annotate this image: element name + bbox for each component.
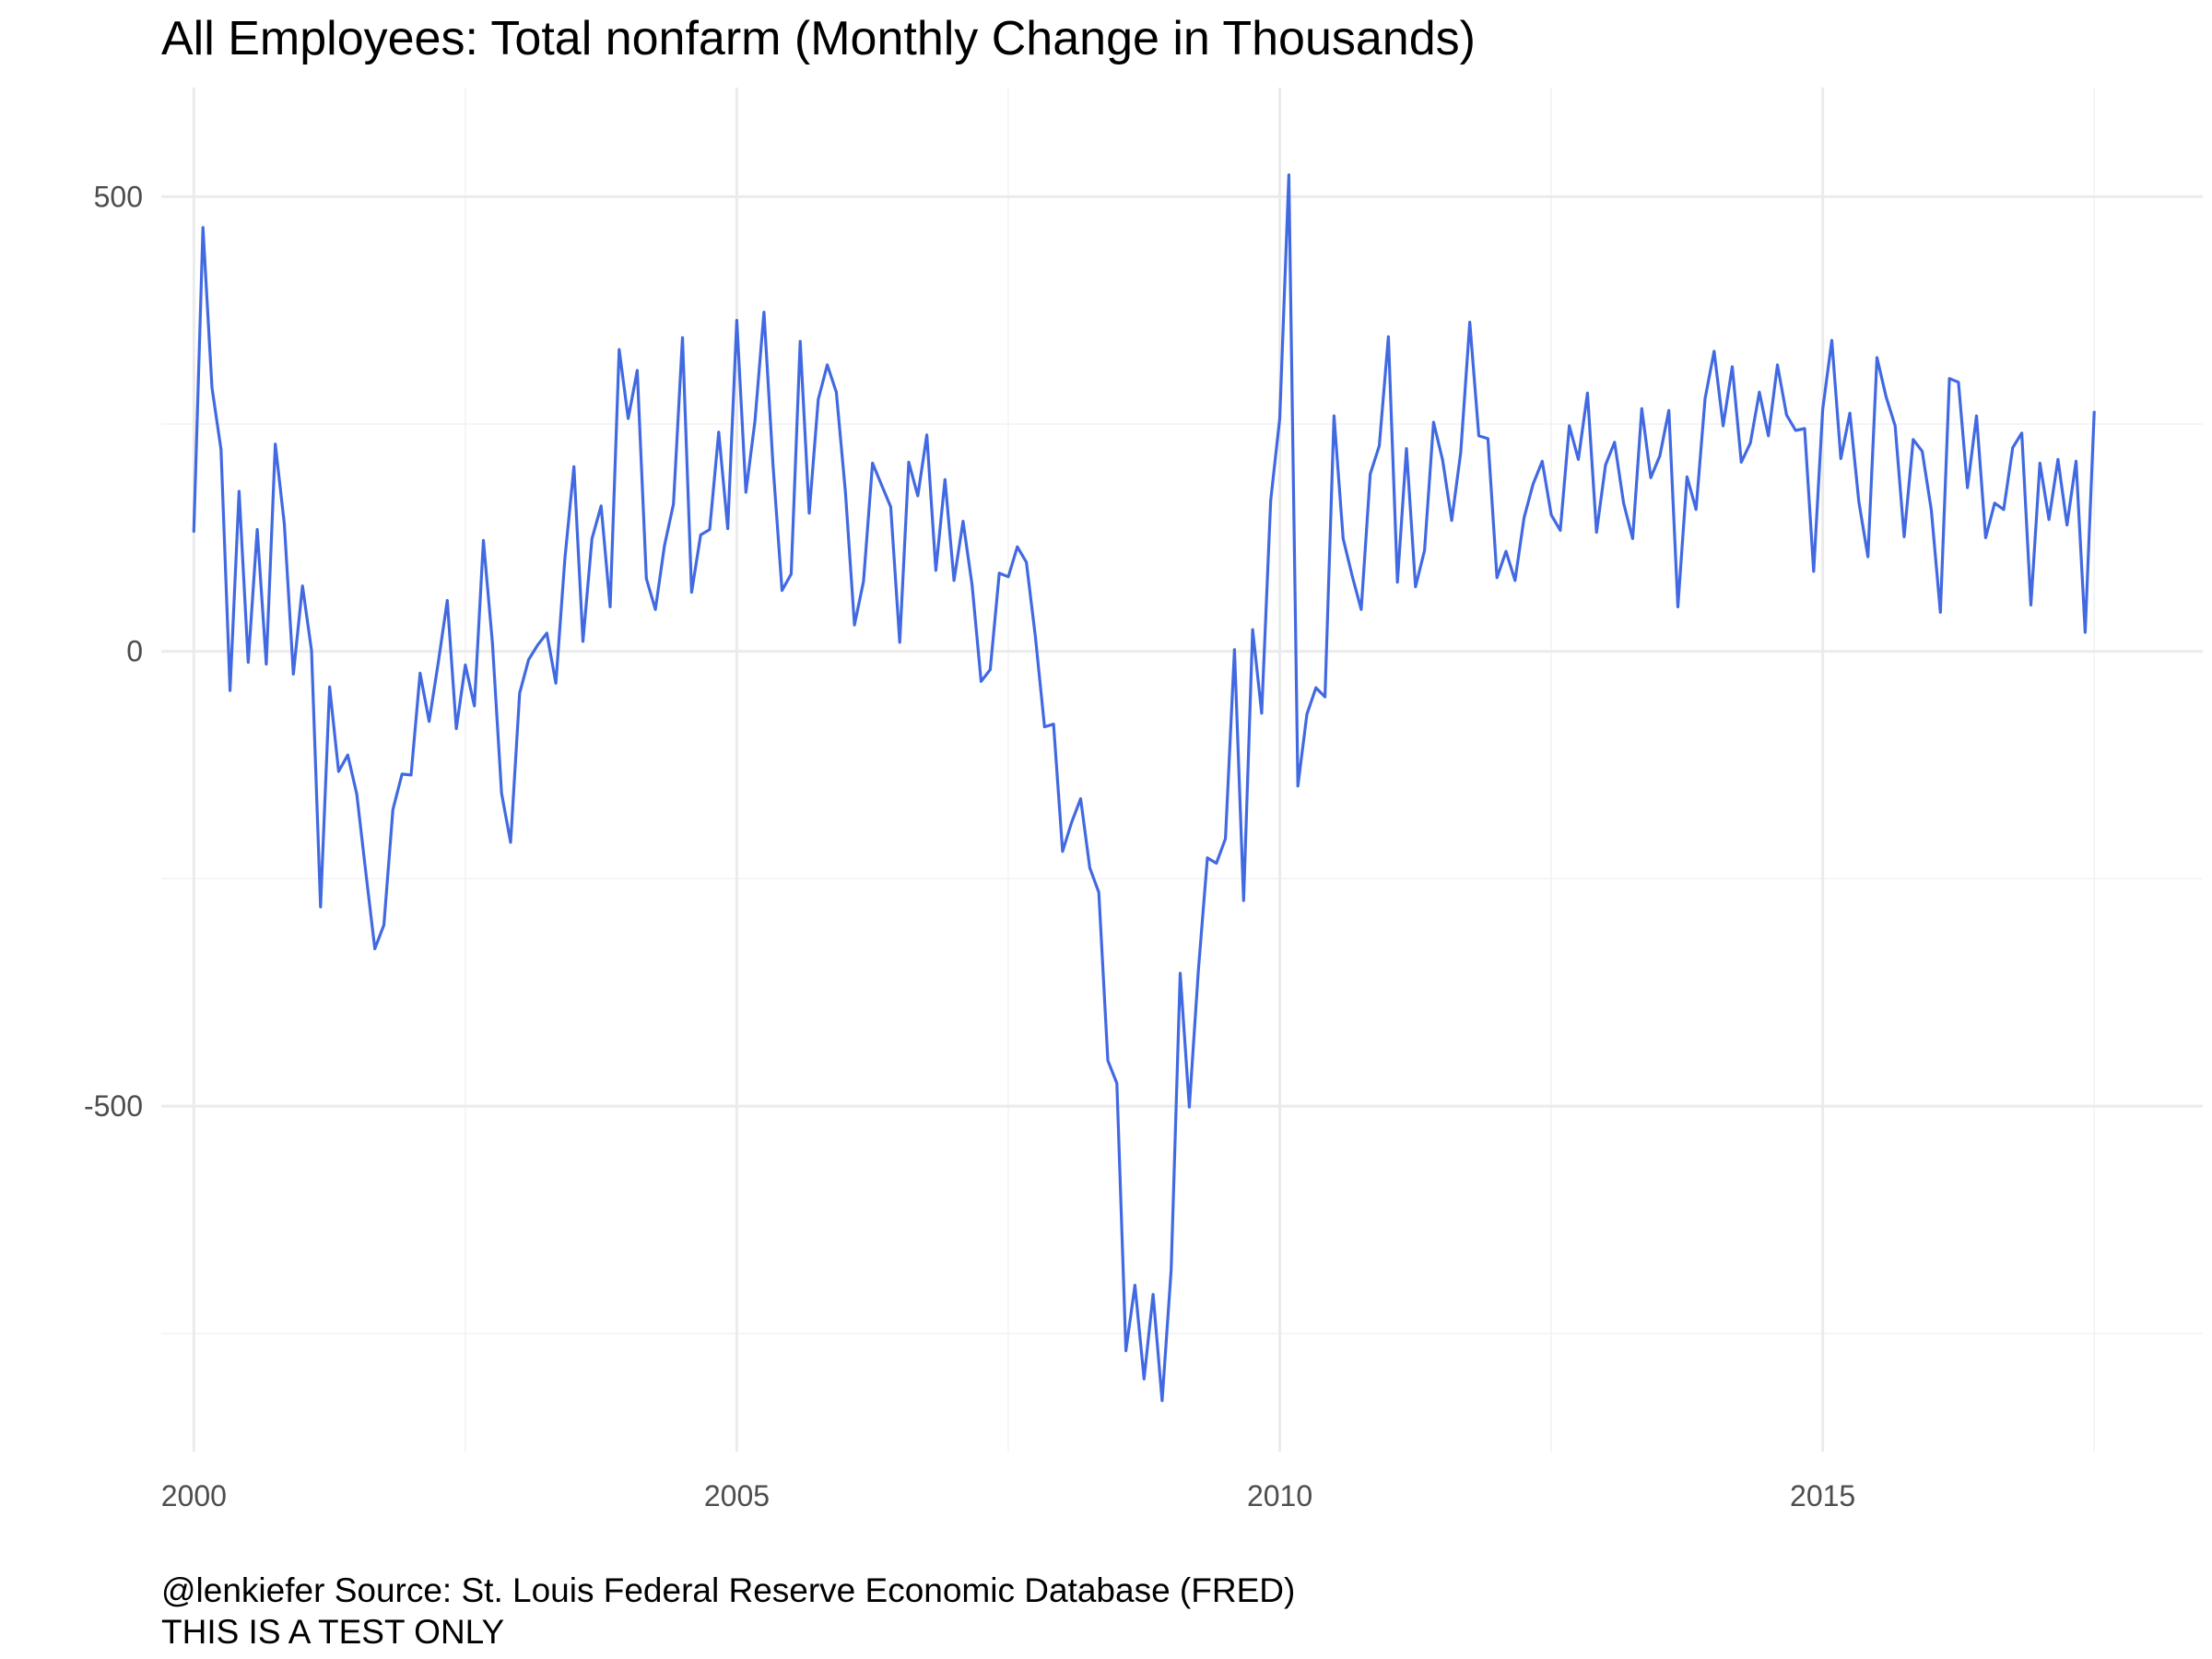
grid-major-lines bbox=[161, 88, 2203, 1452]
chart-caption: @lenkiefer Source: St. Louis Federal Res… bbox=[161, 1570, 1295, 1653]
x-tick-label-2000: 2000 bbox=[161, 1479, 227, 1512]
caption-line-note: THIS IS A TEST ONLY bbox=[161, 1613, 505, 1651]
y-tick-label--500: -500 bbox=[84, 1089, 143, 1123]
grid-minor-lines bbox=[161, 88, 2203, 1452]
x-tick-label-2010: 2010 bbox=[1247, 1479, 1312, 1512]
y-tick-label-0: 0 bbox=[126, 635, 143, 668]
y-tick-label-500: 500 bbox=[94, 180, 143, 213]
x-tick-label-2015: 2015 bbox=[1790, 1479, 1855, 1512]
x-tick-label-2005: 2005 bbox=[704, 1479, 770, 1512]
chart-title: All Employees: Total nonfarm (Monthly Ch… bbox=[161, 12, 1476, 65]
caption-line-source: @lenkiefer Source: St. Louis Federal Res… bbox=[161, 1571, 1296, 1609]
tick-labels: 2000 2005 2010 2015 500 0 -500 bbox=[84, 180, 1855, 1512]
series-line-0 bbox=[192, 173, 2096, 1403]
series-layer bbox=[192, 173, 2096, 1403]
